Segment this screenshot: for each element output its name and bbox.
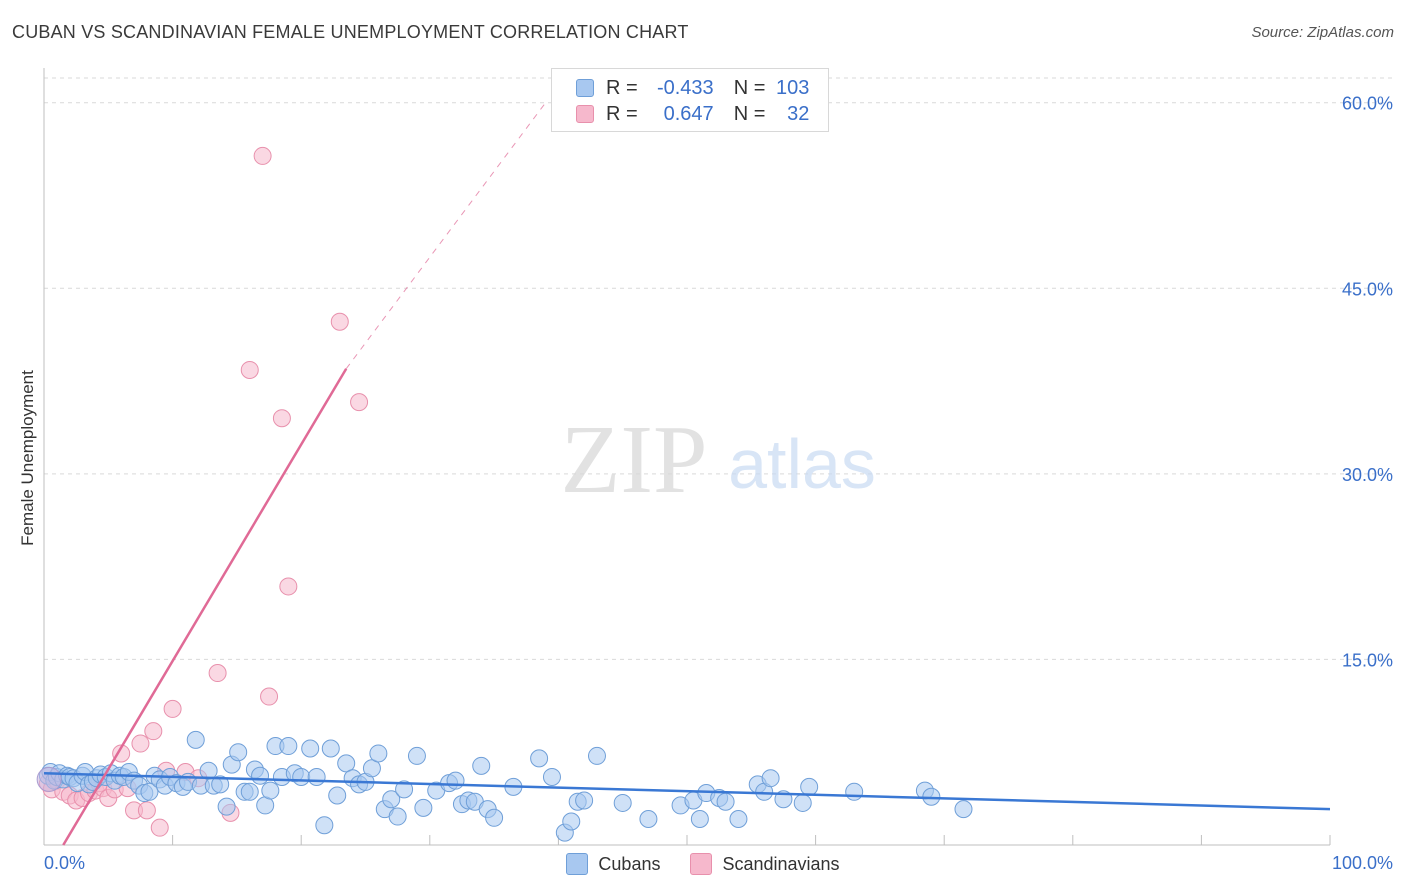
scandinavians-point	[131, 734, 150, 753]
cubans-point	[542, 767, 561, 786]
overlap-point	[36, 766, 62, 792]
scandinavians-r-label: R =	[606, 102, 638, 125]
cubans-n-value: 103	[776, 76, 810, 99]
legend-row-scandinavians: R = 0.647 N = 32	[552, 101, 809, 127]
scandinavians-point	[150, 818, 169, 837]
scandinavians-point	[137, 801, 156, 820]
cubans-point	[140, 782, 159, 801]
scandinavians-point	[208, 664, 227, 683]
cubans-point	[395, 780, 414, 799]
scandinavians-swatch	[576, 105, 594, 123]
legend-item-cubans[interactable]: Cubans	[566, 853, 660, 875]
cubans-point	[211, 775, 230, 794]
cubans-r-label: R =	[606, 76, 638, 99]
cubans-point	[761, 769, 780, 788]
scandinavians-n-value: 32	[787, 102, 810, 125]
cubans-point	[414, 798, 433, 817]
y-tick-label: 60.0%	[1342, 94, 1393, 114]
cubans-point	[690, 810, 709, 829]
scandinavians-point	[330, 312, 349, 331]
legend-label-scandinavians: Scandinavians	[722, 853, 840, 874]
cubans-point	[800, 777, 819, 796]
scandinavians-n-label: N =	[733, 102, 766, 125]
cubans-point	[716, 792, 735, 811]
cubans-point	[321, 739, 340, 758]
cubans-point	[845, 782, 864, 801]
cubans-point	[793, 793, 812, 812]
cubans-point	[186, 730, 205, 749]
y-tick-label: 30.0%	[1342, 465, 1393, 485]
cubans-point	[613, 793, 632, 812]
cubans-point	[729, 810, 748, 829]
y-tick-label: 45.0%	[1342, 279, 1393, 299]
cubans-point	[954, 800, 973, 819]
cubans-n-label: N =	[733, 76, 766, 99]
scandinavians-point	[272, 409, 291, 428]
cubans-point	[562, 812, 581, 831]
x-tick-label-min: 0.0%	[44, 853, 85, 873]
cubans-point	[217, 797, 236, 816]
cubans-point	[337, 754, 356, 773]
cubans-point	[587, 746, 606, 765]
cubans-point	[292, 767, 311, 786]
scandinavians-points	[38, 146, 369, 837]
legend-swatch-cubans	[566, 853, 589, 875]
cubans-point	[240, 782, 259, 801]
tick-labels: 15.0% 30.0% 45.0% 60.0% 0.0% 100.0%	[44, 94, 1393, 873]
legend-swatch-scandinavians	[690, 853, 713, 875]
cubans-trend-line	[43, 771, 1331, 811]
scandinavians-point	[253, 146, 272, 165]
cubans-point	[407, 746, 426, 765]
cubans-point	[369, 744, 388, 763]
scandinavians-point	[144, 722, 163, 741]
cubans-point	[301, 739, 320, 758]
cubans-point	[279, 737, 298, 756]
scandinavians-point	[240, 360, 259, 379]
scandinavians-point	[163, 699, 182, 718]
cubans-point	[575, 791, 594, 810]
stats-legend: R = -0.433 N = 103 R = 0.647 N = 32	[551, 68, 829, 132]
y-tick-label: 15.0%	[1342, 650, 1393, 670]
y-axis-label: Female Unemployment	[18, 370, 37, 546]
cubans-point	[229, 743, 248, 762]
cubans-point	[328, 786, 347, 805]
axes	[43, 68, 1331, 846]
chart-title: CUBAN VS SCANDINAVIAN FEMALE UNEMPLOYMEN…	[12, 22, 689, 42]
scandinavians-point	[260, 687, 279, 706]
cubans-swatch	[576, 79, 594, 97]
series-legend: Cubans Scandinavians	[0, 850, 1406, 878]
cubans-point	[362, 759, 381, 778]
scandinavians-r-value: 0.647	[663, 102, 714, 125]
cubans-point	[639, 810, 658, 829]
source-label: Source: ZipAtlas.com	[1251, 24, 1394, 41]
legend-row-cubans: R = -0.433 N = 103	[552, 75, 809, 101]
scandinavians-trend-extension	[345, 102, 546, 370]
cubans-point	[315, 816, 334, 835]
scandinavians-point	[112, 744, 131, 763]
cubans-r-value: -0.433	[656, 76, 714, 99]
scandinavians-point	[279, 577, 298, 596]
x-tick-label-max: 100.0%	[1332, 853, 1393, 873]
cubans-point	[388, 807, 407, 826]
watermark-atlas: atlas	[728, 425, 876, 503]
cubans-point	[307, 767, 326, 786]
cubans-point	[251, 766, 270, 785]
cubans-point	[382, 790, 401, 809]
scandinavians-point	[350, 393, 369, 412]
scandinavians-trend-line	[62, 368, 348, 846]
legend-label-cubans: Cubans	[598, 853, 661, 874]
cubans-point	[261, 781, 280, 800]
legend-item-scandinavians[interactable]: Scandinavians	[690, 853, 840, 875]
trend-lines	[43, 102, 1331, 846]
cubans-point	[485, 808, 504, 827]
watermark-zip: ZIP	[561, 406, 708, 514]
cubans-point	[446, 771, 465, 790]
cubans-point	[530, 749, 549, 768]
cubans-point	[472, 756, 491, 775]
